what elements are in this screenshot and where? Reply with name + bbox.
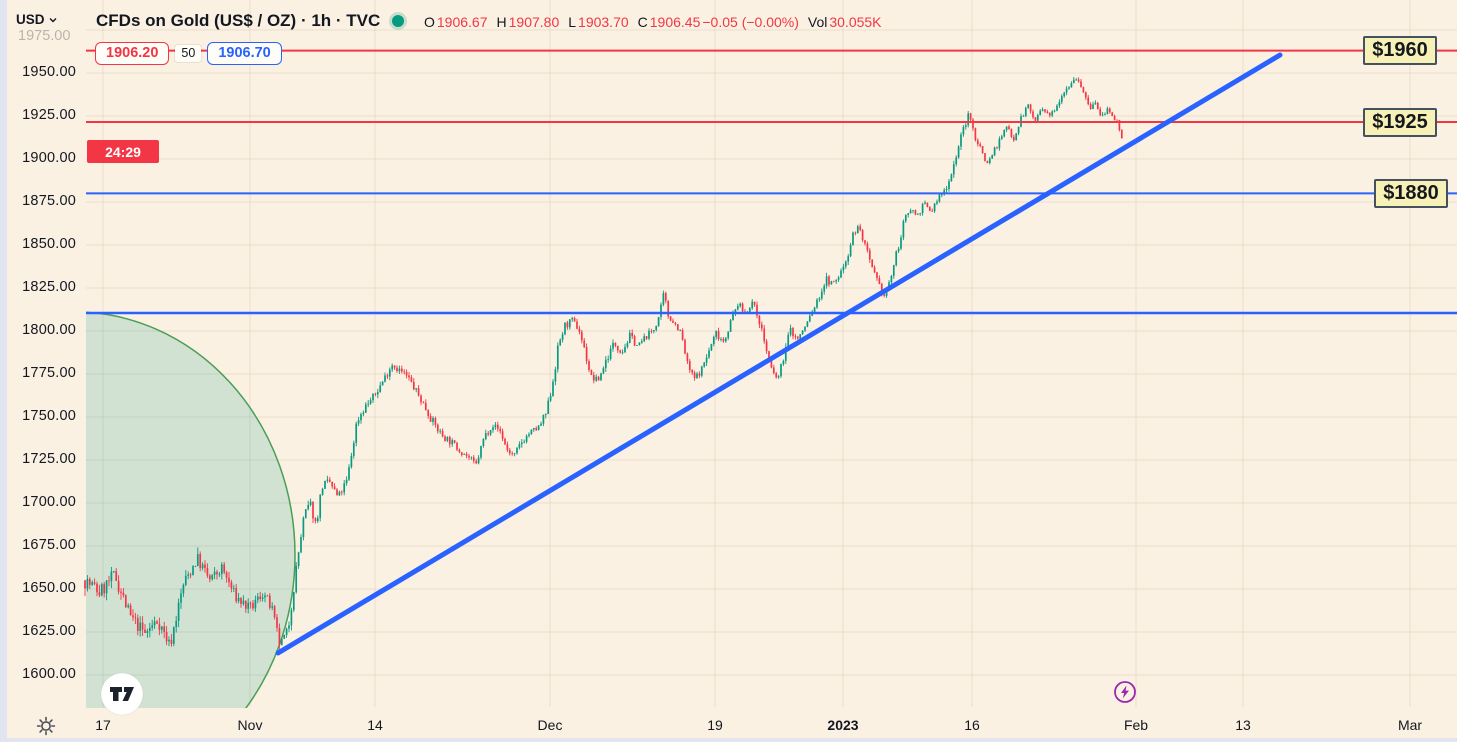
time-axis-label: Nov <box>237 717 263 733</box>
ohlc-field-value: 1907.80 <box>508 14 560 30</box>
price-axis-label: 1825.00 <box>22 279 76 295</box>
symbol-title[interactable]: CFDs on Gold (US$ / OZ) · 1h · TVC <box>96 11 381 30</box>
trendline-drawing[interactable] <box>275 52 1283 656</box>
time-axis-label: Dec <box>537 717 563 733</box>
time-axis-label: 13 <box>1235 717 1251 733</box>
ohlc-field-value: 1906.67 <box>436 14 488 30</box>
ohlc-field-label: Vol <box>807 14 828 30</box>
price-axis-label: 1900.00 <box>22 150 76 166</box>
price-axis-label: 1750.00 <box>22 408 76 424</box>
tradingview-logo[interactable] <box>100 672 144 716</box>
ohlc-field-label: C <box>637 14 648 30</box>
time-axis-label: 19 <box>707 717 723 733</box>
bar-countdown-badge: 24:29 <box>87 140 159 163</box>
window-edge-left <box>0 0 7 742</box>
order-line-controls: 1906.20 50 1906.70 <box>95 42 282 65</box>
sell-order-price-button[interactable]: 1906.20 <box>95 42 170 65</box>
price-axis-label: 1700.00 <box>22 494 76 510</box>
price-axis-label: 1850.00 <box>22 236 76 252</box>
settings-gear-icon[interactable] <box>36 716 56 736</box>
price-target-label[interactable]: $1925 <box>1363 107 1437 137</box>
highlight-ellipse-drawing[interactable] <box>0 311 296 742</box>
price-axis-label: 1925.00 <box>22 107 76 123</box>
ohlc-field-label: H <box>496 14 507 30</box>
price-axis-label: 1950.00 <box>22 64 76 80</box>
ohlc-field-value: 1903.70 <box>578 14 629 30</box>
window-edge-bottom <box>0 738 1457 742</box>
ohlc-field-value: −0.05 (−0.00%) <box>702 14 799 30</box>
ohlc-field-label: O <box>424 14 435 30</box>
price-axis-label: 1775.00 <box>22 365 76 381</box>
currency-selector[interactable]: USD <box>16 12 57 27</box>
currency-label: USD <box>16 12 45 27</box>
ohlc-readout: O 1906.67 H 1907.80 L 1903.70 C 1906.45 −0.05 (−… <box>424 14 882 30</box>
ohlc-field-value: 1906.45 <box>649 14 701 30</box>
time-axis-label: 17 <box>95 717 111 733</box>
flash-lightning-icon[interactable] <box>1113 680 1137 704</box>
order-quantity-button[interactable]: 50 <box>175 45 202 62</box>
time-axis-label: 2023 <box>827 717 859 733</box>
price-axis-label: 1650.00 <box>22 580 76 596</box>
buy-order-price-button[interactable]: 1906.70 <box>207 42 282 65</box>
price-axis-label: 1875.00 <box>22 193 76 209</box>
chevron-down-icon <box>49 17 57 22</box>
clipped-axis-price-label: 1975.00 <box>18 28 71 44</box>
time-axis-label: Mar <box>1397 717 1423 733</box>
price-axis-label: 1800.00 <box>22 322 76 338</box>
market-status-dot-icon <box>392 15 404 27</box>
time-axis-label: 16 <box>964 717 980 733</box>
ohlc-field-value: 30.055K <box>829 14 882 30</box>
price-axis-label: 1600.00 <box>22 666 76 682</box>
gridlines <box>86 0 1457 707</box>
candlestick-series <box>84 77 1123 650</box>
time-axis-label: 14 <box>367 717 383 733</box>
price-target-label[interactable]: $1960 <box>1363 36 1437 66</box>
price-target-label[interactable]: $1880 <box>1374 178 1448 208</box>
price-axis-label: 1675.00 <box>22 537 76 553</box>
time-axis-label: Feb <box>1123 717 1149 733</box>
ohlc-field-label: L <box>568 14 577 30</box>
price-axis-label: 1625.00 <box>22 623 76 639</box>
price-axis-label: 1725.00 <box>22 451 76 467</box>
